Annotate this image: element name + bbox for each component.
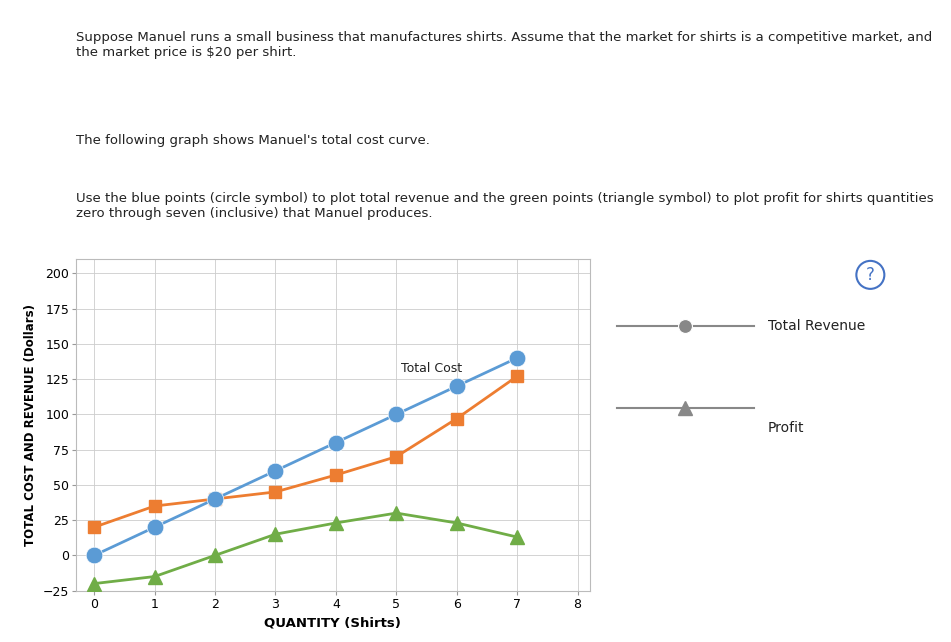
Text: ?: ?	[866, 266, 875, 284]
X-axis label: QUANTITY (Shirts): QUANTITY (Shirts)	[264, 616, 401, 629]
Text: Suppose Manuel runs a small business that manufactures shirts. Assume that the m: Suppose Manuel runs a small business tha…	[76, 31, 932, 59]
Text: Total Revenue: Total Revenue	[767, 318, 864, 333]
Text: Profit: Profit	[767, 421, 805, 435]
Text: The following graph shows Manuel's total cost curve.: The following graph shows Manuel's total…	[76, 134, 430, 148]
Y-axis label: TOTAL COST AND REVENUE (Dollars): TOTAL COST AND REVENUE (Dollars)	[24, 304, 37, 546]
Text: Total Cost: Total Cost	[401, 362, 462, 375]
Text: Use the blue points (circle symbol) to plot total revenue and the green points (: Use the blue points (circle symbol) to p…	[76, 192, 934, 220]
